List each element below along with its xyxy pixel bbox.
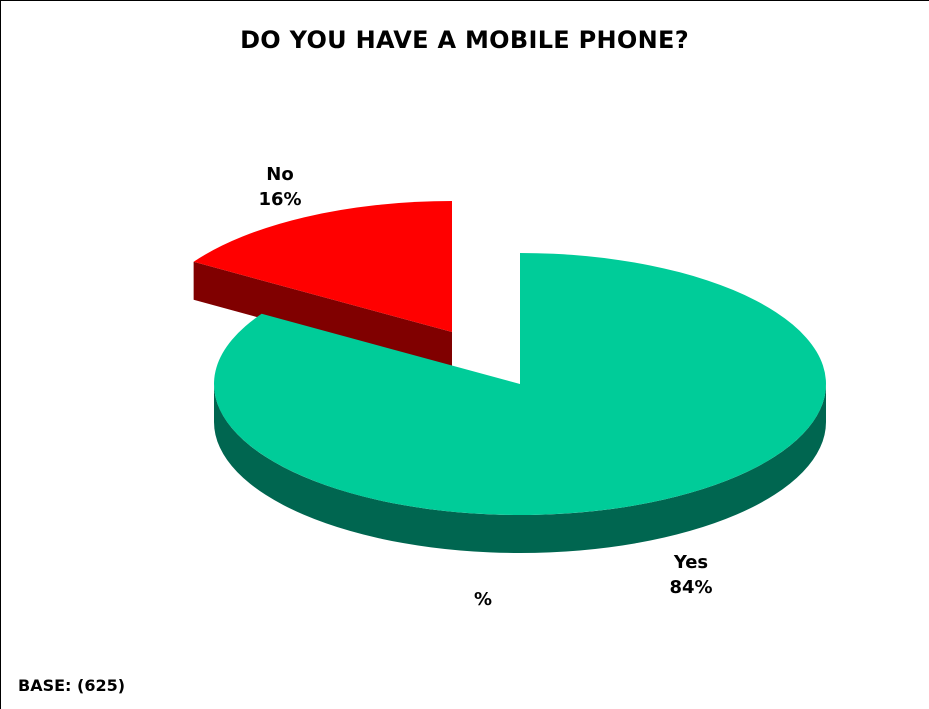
slice-no — [193, 201, 452, 370]
slice-no-top — [193, 201, 452, 332]
unit-label: % — [474, 589, 493, 610]
slice-label-no: No — [266, 164, 293, 185]
slice-yes-rim — [214, 384, 826, 553]
slice-value-yes: 84% — [669, 577, 712, 598]
slice-yes — [214, 253, 827, 553]
slice-value-no: 16% — [258, 189, 301, 210]
chart-title: DO YOU HAVE A MOBILE PHONE? — [240, 26, 689, 54]
slice-label-yes: Yes — [673, 552, 708, 573]
slice-yes-top — [214, 253, 827, 515]
base-note: BASE: (625) — [18, 676, 126, 695]
slice-no-side — [193, 261, 452, 370]
